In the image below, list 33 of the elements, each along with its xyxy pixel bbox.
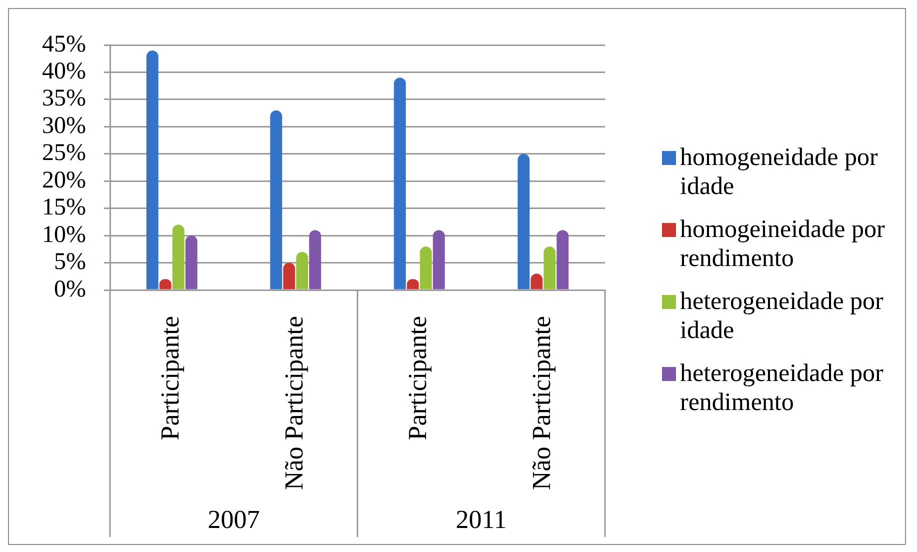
legend-label: heterogeneidade por idade xyxy=(680,288,884,345)
bar xyxy=(432,230,445,290)
bar xyxy=(185,236,198,290)
y-tick-label: 25% xyxy=(42,140,86,166)
y-tick-label: 40% xyxy=(42,58,86,85)
bar xyxy=(309,230,322,290)
text: 2007 xyxy=(208,504,260,534)
x-tick-label: Não Participante xyxy=(526,316,556,490)
y-tick-label: 0% xyxy=(54,276,86,302)
bar xyxy=(420,246,432,290)
y-tick-label: 15% xyxy=(42,194,86,221)
x-tick-label: Não Participante xyxy=(279,316,308,490)
bar xyxy=(556,230,569,290)
bar xyxy=(296,252,308,290)
bar xyxy=(544,246,556,290)
bar xyxy=(270,110,282,290)
bar xyxy=(146,50,158,290)
bar xyxy=(394,78,406,290)
y-tick-label: 20% xyxy=(42,167,86,194)
legend-label: heterogeneidade por rendimento xyxy=(680,360,884,417)
y-tick-label: 10% xyxy=(42,222,86,248)
y-tick-label: 35% xyxy=(42,86,86,112)
x-tick-label: Participante xyxy=(156,316,185,440)
bar xyxy=(518,154,530,290)
x-tick-label: Participante xyxy=(403,316,432,440)
legend-label: homogeneidade por idade xyxy=(680,144,879,201)
legend-label: homogeineidade por rendimento xyxy=(680,216,886,273)
bar xyxy=(172,224,184,290)
text: 2011 xyxy=(456,504,507,534)
y-tick-label: 5% xyxy=(54,249,86,276)
bar xyxy=(283,262,296,290)
y-tick-label: 30% xyxy=(42,112,86,139)
y-tick-label: 45% xyxy=(42,31,86,58)
